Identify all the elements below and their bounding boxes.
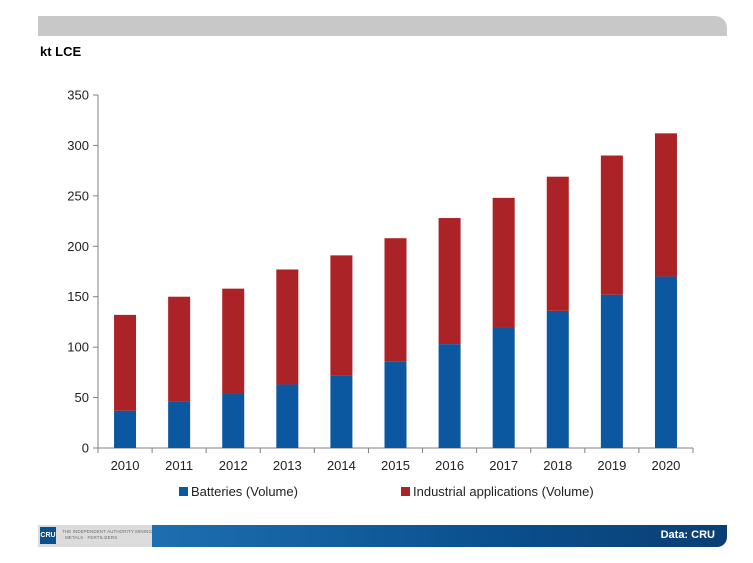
bar-industrial-2013 [276,269,299,385]
bar-industrial-2018 [546,176,569,311]
bar-batteries-2010 [114,410,137,448]
y-tick-label: 300 [67,138,89,153]
x-tick-label: 2014 [327,458,356,473]
cru-logo: CRU [40,527,56,544]
bar-batteries-2019 [600,294,623,448]
legend-swatch [179,487,188,496]
bar-batteries-2020 [654,276,677,448]
bar-industrial-2017 [492,197,515,328]
bar-industrial-2012 [222,288,245,394]
y-tick-label: 50 [75,390,89,405]
bar-industrial-2020 [654,133,677,277]
bar-batteries-2012 [222,393,245,448]
legend-label: Batteries (Volume) [191,484,298,499]
x-tick-label: 2011 [165,458,193,473]
bar-industrial-2016 [438,218,461,345]
legend-label: Industrial applications (Volume) [413,484,594,499]
bar-batteries-2014 [330,375,353,448]
bar-industrial-2019 [600,155,623,295]
bar-batteries-2015 [384,361,407,448]
footer-band: CRU THE INDEPENDENT AUTHORITY MINING · M… [38,525,727,547]
x-tick-label: 2018 [543,458,572,473]
y-axis-unit-label: kt LCE [40,44,82,59]
bar-industrial-2015 [384,238,407,362]
bar-batteries-2011 [168,401,191,448]
y-tick-label: 250 [67,188,89,203]
bar-industrial-2011 [168,296,191,402]
y-tick-label: 350 [67,88,89,103]
source-note: Data: CRU [660,529,715,541]
bar-batteries-2013 [276,384,299,448]
x-tick-label: 2020 [651,458,680,473]
legend: Batteries (Volume) Industrial application… [179,484,594,499]
x-tick-label: 2017 [489,458,518,473]
y-tick-label: 200 [67,239,89,254]
bar-batteries-2016 [438,344,461,448]
legend-swatch [401,487,410,496]
bar-industrial-2010 [114,314,137,411]
bars [114,133,677,448]
bar-batteries-2018 [546,310,569,448]
y-tick-labels: 0 50 100 150 200 250 300 350 [67,88,89,456]
y-tick-label: 0 [82,441,89,456]
x-tick-labels: 2010 2011 2012 2013 2014 2015 2016 2017 2018 2019… [111,458,681,473]
bar-batteries-2017 [492,327,515,448]
x-tick-label: 2015 [381,458,410,473]
bar-industrial-2014 [330,255,353,376]
x-tick-label: 2019 [597,458,626,473]
x-tick-label: 2010 [111,458,140,473]
x-tick-label: 2012 [219,458,248,473]
header-band [38,16,727,36]
logo-tagline: THE INDEPENDENT AUTHORITY MINING · METAL… [62,529,153,540]
y-tick-label: 150 [67,289,89,304]
y-tick-label: 100 [67,340,89,355]
footer-blue-strip: Data: CRU [152,525,727,547]
x-tick-label: 2016 [435,458,464,473]
x-tick-label: 2013 [273,458,302,473]
